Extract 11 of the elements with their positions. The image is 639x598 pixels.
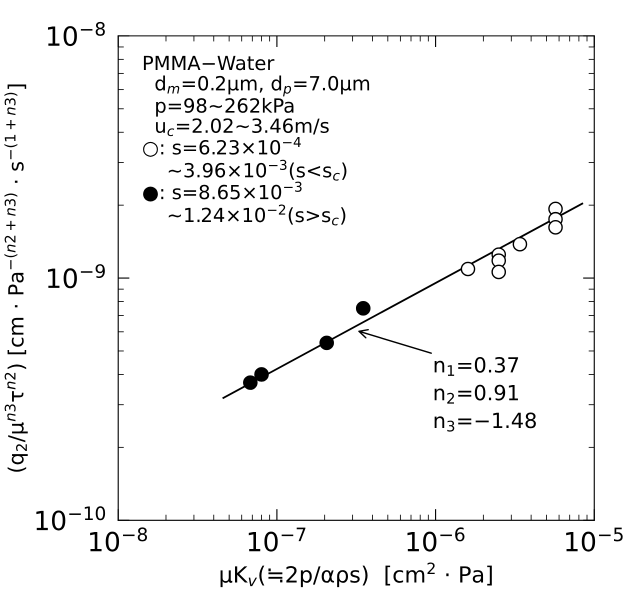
annotation: n$_{3}$=−1.48 <box>434 412 536 432</box>
x-tick-label: 10$^{−5}$ <box>566 528 623 552</box>
annotation: n$_{1}$=0.37 <box>434 356 518 376</box>
x-axis-title: μK$_{v}$(≒2p/αρs) [cm$^{2}$ · Pa] <box>220 562 492 588</box>
x-tick-label: 10$^{−7}$ <box>248 528 306 552</box>
x-tick-label: 10$^{−6}$ <box>407 527 464 552</box>
annotation: n$_{2}$=0.91 <box>434 384 518 404</box>
text: PMMA−Water d$_{m}$=0.2μm, d$_{p}$=7.0μm p=98∼262kPa u$_{c}$=2.02∼3.46m/s ○: s=6.23×10$^{−4}$ ∼3.96×10$^{−3}$(s<s$_{c}$) ●: s=8.65×10$^{−3}$ ∼1.24×10$^{−2}$(s>s$_{c}$) <box>143 56 370 226</box>
y-tick-label: 10$^{−8}$ <box>48 22 105 46</box>
text: (q$_{2}$/μ$^{n3}$τ$^{n2}$) [cm · Pa$^{−(n2+n3)}$ · s$^{−(1+n3)}$] <box>4 84 28 472</box>
y-tick-label: 10$^{−9}$ <box>48 264 105 288</box>
